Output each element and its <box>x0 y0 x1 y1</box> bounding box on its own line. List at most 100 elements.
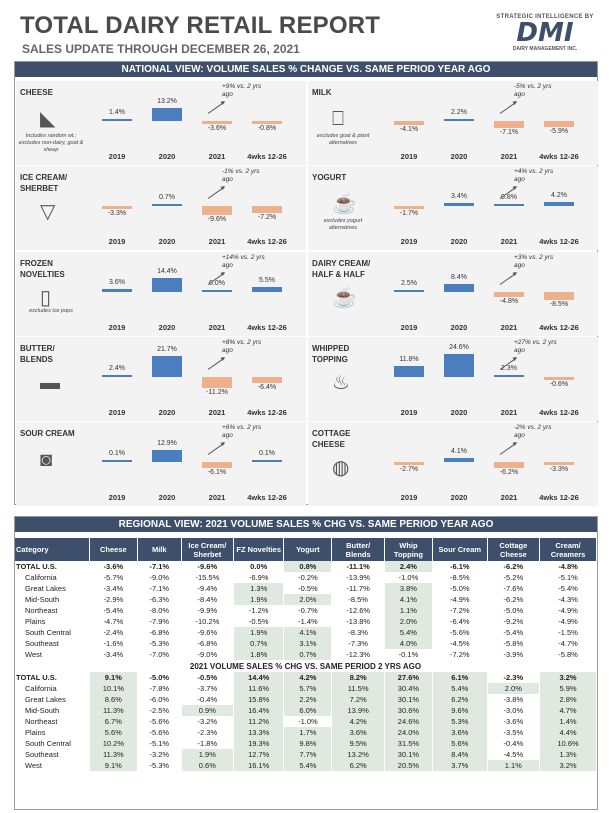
x-axis-label: 2020 <box>450 408 468 417</box>
value-label: -11.2% <box>206 388 228 396</box>
table-cell: 3.1% <box>283 638 333 649</box>
x-axis-label: 2021 <box>208 408 226 417</box>
bar-2020 <box>152 449 182 462</box>
table-cell: -3.0% <box>487 705 541 716</box>
table-cell: 0.8% <box>283 561 333 572</box>
column-header: Category <box>15 538 90 561</box>
value-label: 11.8% <box>399 355 419 363</box>
national-view: NATIONAL VIEW: VOLUME SALES % CHANGE VS.… <box>14 61 598 506</box>
table-cell: -12.3% <box>331 649 385 660</box>
region-name: Plains <box>15 616 90 627</box>
x-axis-label: 4wks 12-26 <box>539 237 579 246</box>
table-cell: 5.6% <box>89 727 138 738</box>
x-axis-label: 2021 <box>500 152 518 161</box>
x-axis-label: 2021 <box>500 323 518 332</box>
table-cell: -6.1% <box>432 561 488 572</box>
table-row: Mid-South 11.3% -2.5% 0.9% 16.4% 6.0% 13.9% 30.… <box>15 705 597 716</box>
table-cell: 5.7% <box>283 683 333 694</box>
x-axis-label: 4wks 12-26 <box>539 408 579 417</box>
table-cell: 4.7% <box>539 705 597 716</box>
table-cell: 9.8% <box>283 738 333 749</box>
table-cell: 4.2% <box>331 716 385 727</box>
table-cell: -3.6% <box>487 716 541 727</box>
bar-2020 <box>444 202 474 206</box>
bar-2019 <box>102 288 132 292</box>
bar-2021 <box>202 462 232 468</box>
table-cell: -4.7% <box>89 616 138 627</box>
table-cell: 13.2% <box>331 749 385 760</box>
table-cell: -2.4% <box>89 627 138 638</box>
table-row: South Central 10.2% -5.1% -1.8% 19.3% 9.8% 9.5… <box>15 738 597 749</box>
table-cell: 1.1% <box>487 760 541 771</box>
table-cell: -4.5% <box>487 749 541 760</box>
category-note: excludes ice pops <box>29 308 73 314</box>
column-header: Cottage Cheese <box>487 538 541 561</box>
table-cell: -5.0% <box>137 672 182 683</box>
value-label: 0.1% <box>109 449 125 457</box>
value-label: 4.1% <box>451 448 467 456</box>
logo-sub: DAIRY MANAGEMENT INC. <box>512 46 578 52</box>
column-header: Milk <box>137 538 182 561</box>
table-cell: 5.3% <box>432 716 488 727</box>
table-cell: -4.9% <box>539 616 597 627</box>
table-cell: -6.3% <box>137 594 182 605</box>
x-axis-label: 2019 <box>400 152 418 161</box>
table-cell: 31.5% <box>384 738 433 749</box>
panel-cheese: CHEESE ◣ Includes random wt.; excludes non… <box>16 81 306 165</box>
bar-2020 <box>444 458 474 462</box>
table-cell: 5.9% <box>539 683 597 694</box>
table-cell: 5.6% <box>432 738 488 749</box>
x-axis-label: 4wks 12-26 <box>247 323 287 332</box>
table-row: Northeast -5.4% -8.0% -9.9% -1.2% -0.7% -12.6%… <box>15 605 597 616</box>
table-cell: 1.9% <box>233 594 285 605</box>
table-row: TOTAL U.S. 9.1% -5.0% -0.5% 14.4% 4.2% 8.2% 27.… <box>15 672 597 683</box>
column-header: FZ Novelties <box>233 538 285 561</box>
table-cell: -5.6% <box>432 627 488 638</box>
table-cell: -1.5% <box>539 627 597 638</box>
x-axis-label: 2020 <box>158 237 176 246</box>
x-axis-label: 2020 <box>158 408 176 417</box>
category-note: excludes yogurt alternatives <box>323 218 363 231</box>
bar-2019 <box>394 206 424 209</box>
two-year-section-header: 2021 VOLUME SALES % CHG VS. SAME PERIOD … <box>15 660 597 672</box>
bar-chart: 1.4% 2019 13.2% 2020 -3.6% 2021 -0.8% 4wks 12-2… <box>90 81 302 165</box>
table-cell: -13.9% <box>331 572 385 583</box>
bar-2020 <box>152 278 182 292</box>
table-cell: 1.8% <box>233 649 285 660</box>
table-cell: 10.1% <box>89 683 138 694</box>
table-cell: 0.7% <box>233 638 285 649</box>
table-cell: 6.7% <box>89 716 138 727</box>
x-axis-label: 2020 <box>158 152 176 161</box>
region-name: Southeast <box>15 638 90 649</box>
bar-2020 <box>444 284 474 292</box>
value-label: 2.2% <box>451 108 467 116</box>
category-label: YOGURT <box>312 173 347 182</box>
bar-4wks-12-26 <box>252 459 282 462</box>
table-cell: 2.8% <box>539 694 597 705</box>
table-cell: -5.0% <box>487 605 541 616</box>
table-cell: -6.2% <box>487 594 541 605</box>
trend-arrow-icon <box>499 442 517 455</box>
x-axis-label: 2020 <box>450 152 468 161</box>
two-year-callout: +6% vs. 2 yrs ago <box>222 424 262 439</box>
logo-tagline: STRATEGIC INTELLIGENCE BY <box>496 14 594 20</box>
table-cell: -7.3% <box>331 638 385 649</box>
table-cell: 9.1% <box>89 760 138 771</box>
region-name: Great Lakes <box>15 694 90 705</box>
bar-4wks-12-26 <box>252 377 282 384</box>
table-cell: -2.3% <box>487 672 541 683</box>
table-cell: -9.6% <box>181 561 235 572</box>
table-cell: 1.9% <box>181 749 235 760</box>
value-label: -6.4% <box>257 384 277 392</box>
x-axis-label: 2019 <box>108 408 126 417</box>
table-cell: 30.6% <box>384 705 433 716</box>
table-cell: 3.2% <box>539 760 597 771</box>
value-label: 5.5% <box>259 276 275 284</box>
table-cell: -1.0% <box>384 572 433 583</box>
bar-2021 <box>202 289 232 292</box>
x-axis-label: 4wks 12-26 <box>247 237 287 246</box>
bar-2020 <box>444 118 474 121</box>
bar-2019 <box>394 365 424 377</box>
bar-chart: -2.7% 2019 4.1% 2020 -6.2% 2021 -3.3% 4wks 12-2… <box>382 422 594 506</box>
table-cell: -7.2% <box>432 649 488 660</box>
